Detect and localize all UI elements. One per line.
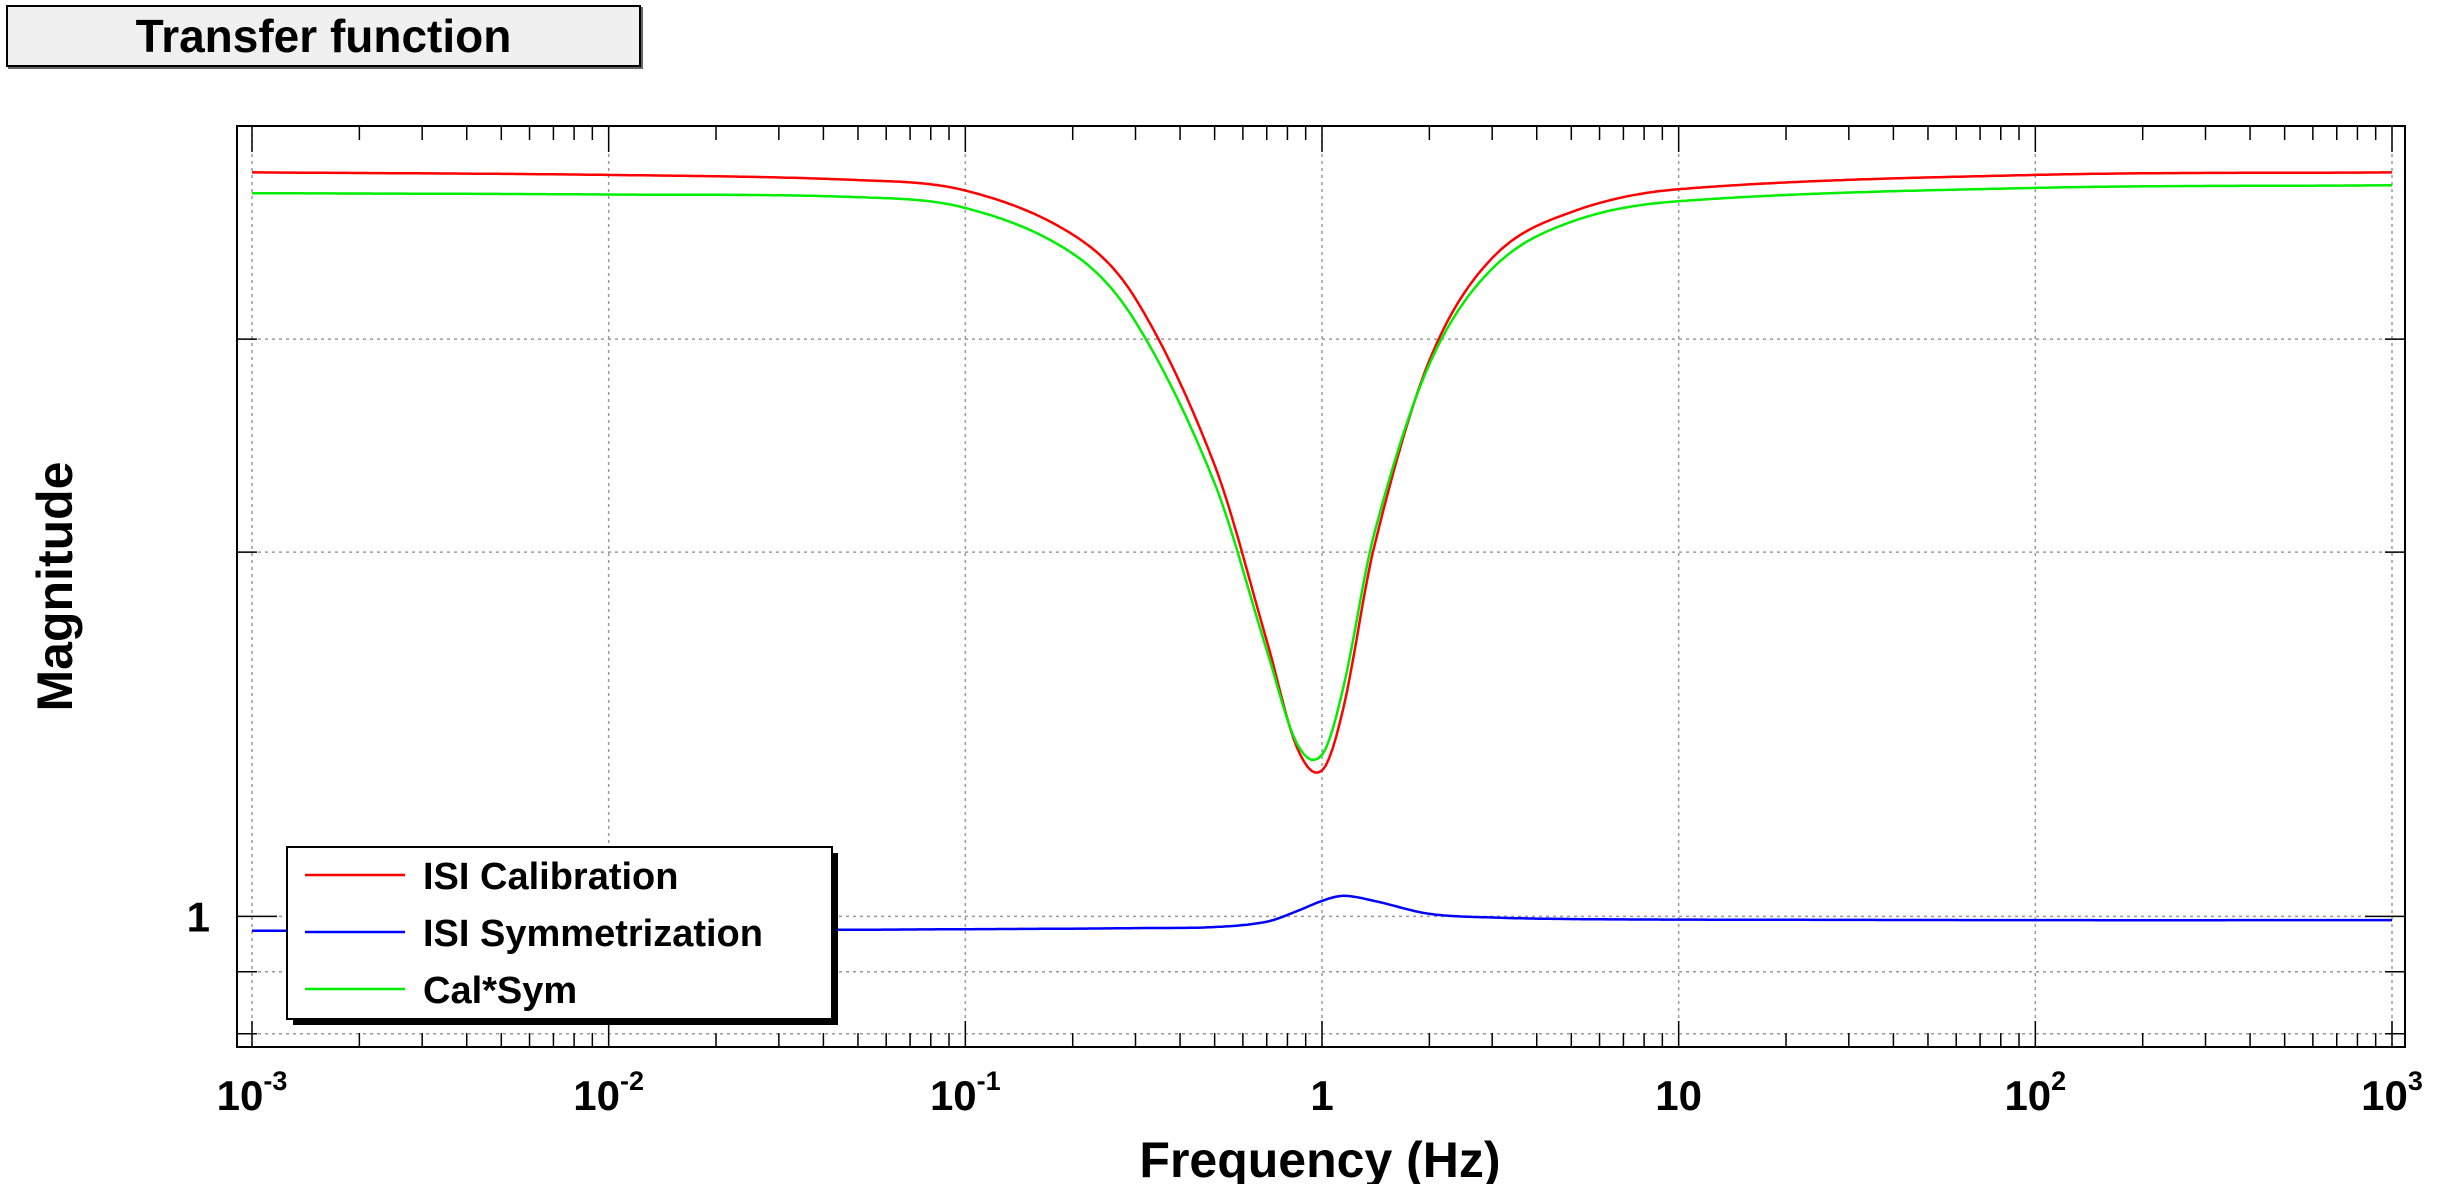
axis-ticks [237,126,2405,1047]
y-tick-label-0: 1 [187,893,210,940]
x-tick-label-5: 102 [2004,1066,2066,1119]
x-tick-label-0: 10-3 [217,1066,288,1119]
plot-frame [236,125,2406,1048]
chart-title: Transfer function [6,5,641,67]
legend-label-1: ISI Symmetrization [423,913,763,955]
legend-label-2: Cal*Sym [423,970,577,1012]
series-line-2 [252,184,2392,762]
x-axis-label: Frequency (Hz) [1139,1132,1500,1184]
legend-label-0: ISI Calibration [423,856,678,898]
y-axis-label: Magnitude [27,462,83,712]
grid-lines [237,126,2405,1047]
y-tick-labels: 1 [187,893,210,940]
x-tick-label-3: 1 [1310,1072,1333,1119]
legend: ISI Calibration ISI Symmetrization Cal*Sym [286,846,838,1025]
x-tick-label-2: 10-1 [930,1066,1001,1119]
series-line-0 [252,171,2392,774]
x-tick-label-1: 10-2 [573,1066,644,1119]
x-tick-labels: 10-3 10-2 10-1 1 10 102 103 [217,1066,2423,1119]
x-tick-label-4: 10 [1655,1072,1702,1119]
x-tick-label-6: 103 [2361,1066,2423,1119]
